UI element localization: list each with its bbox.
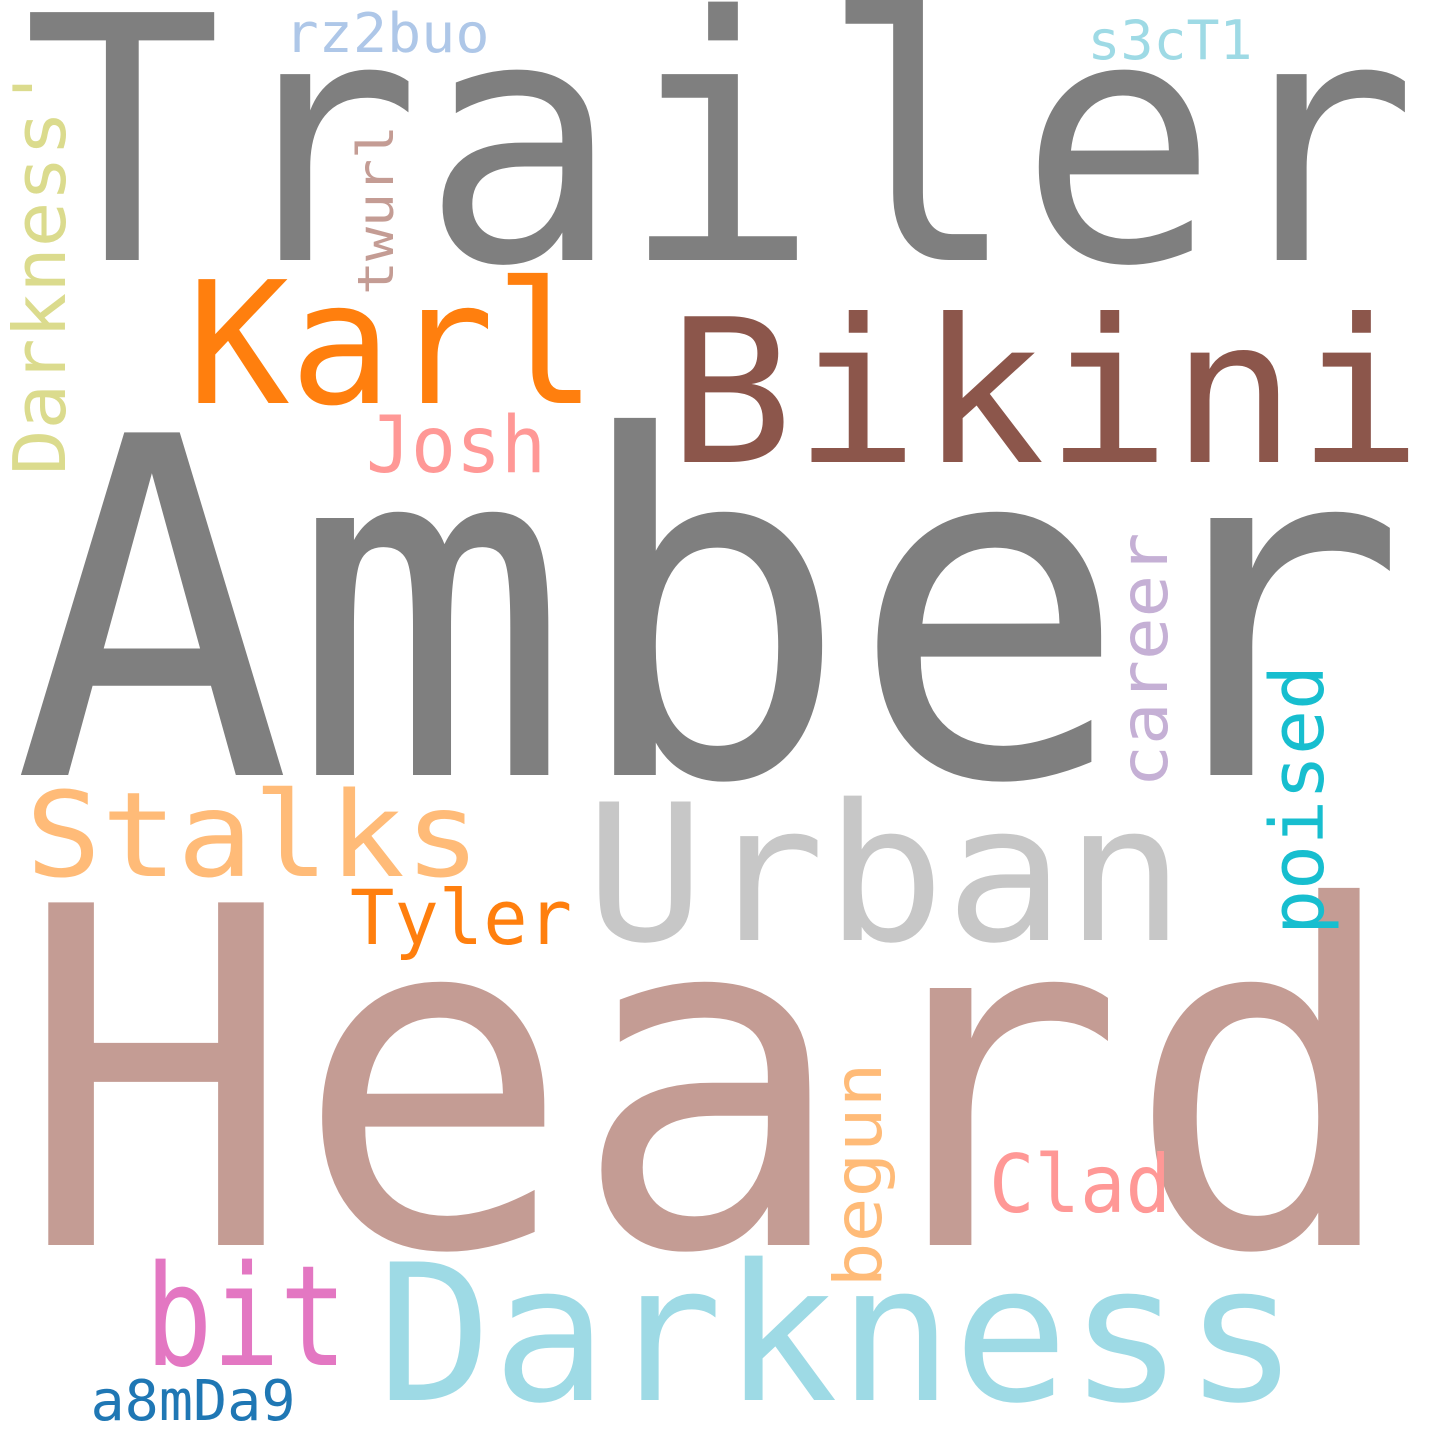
word-amber: Amber <box>13 339 1408 886</box>
word-bit: bit <box>145 1236 347 1399</box>
word-darkness-apostrophe: Darkness' <box>0 65 82 475</box>
word-urban: Urban <box>585 764 1185 985</box>
word-josh: Josh <box>366 401 546 491</box>
word-bikini: Bikini <box>668 277 1423 510</box>
word-trailer: Trailer <box>23 0 1418 341</box>
word-stalks: Stalks <box>26 766 481 904</box>
word-rz2buo: rz2buo <box>285 2 490 65</box>
word-tyler: Tyler <box>350 873 572 962</box>
word-poised: poised <box>1255 665 1341 935</box>
word-career: career <box>1106 533 1183 788</box>
word-a8mda9: a8mDa9 <box>91 1369 296 1434</box>
word-begun: begun <box>820 1063 897 1288</box>
word-clad: Clad <box>989 1138 1171 1231</box>
word-darkness: Darkness <box>377 1224 1299 1440</box>
word-heard: Heard <box>18 809 1403 1356</box>
word-twurl: twurl <box>347 125 405 295</box>
word-s3ct1: s3cT1 <box>1088 9 1253 72</box>
word-karl: Karl <box>187 246 597 444</box>
